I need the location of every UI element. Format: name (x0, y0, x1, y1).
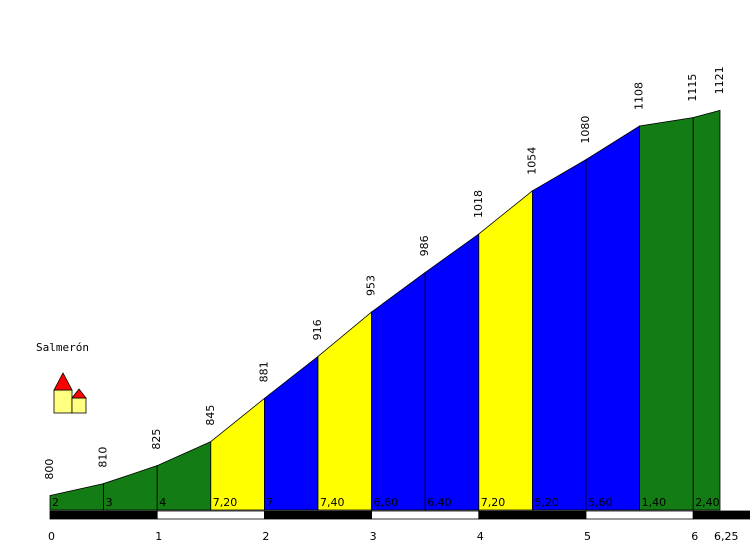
km-scale-bar (49, 510, 750, 520)
km-tick-label: 6 (691, 530, 698, 543)
gradient-label: 7 (266, 496, 273, 509)
km-bar-segment (49, 510, 158, 520)
altitude-label: 800 (43, 459, 56, 480)
km-tick-label: 4 (477, 530, 484, 543)
profile-segments (49, 109, 721, 511)
altitude-label: 1054 (525, 147, 538, 175)
km-tick-label: 3 (370, 530, 377, 543)
km-bar-segment (692, 510, 750, 520)
km-tick-labels: 0 1 2 3 4 5 6 6,25 (48, 530, 739, 543)
altitude-label: 916 (311, 319, 324, 340)
profile-segment (639, 117, 694, 511)
km-tick-label: 1 (155, 530, 162, 543)
gradient-label: 7,20 (213, 496, 238, 509)
altitude-label: 1080 (579, 116, 592, 144)
gradient-label: 7,20 (481, 496, 506, 509)
profile-segment (317, 311, 373, 511)
house-wall-small (71, 397, 87, 414)
house-roof-small (71, 388, 87, 399)
gradient-label: 3 (106, 496, 113, 509)
gradient-label: 1,40 (642, 496, 667, 509)
km-bar-segment (263, 510, 372, 520)
altitude-label: 810 (97, 447, 110, 468)
gradient-label: 5,60 (588, 496, 613, 509)
km-tick-label: 0 (48, 530, 55, 543)
km-bar-segment (585, 510, 694, 520)
profile-segment (263, 355, 319, 511)
altitude-label: 881 (257, 361, 270, 382)
altitude-label: 1121 (713, 66, 726, 94)
house-wall (53, 389, 73, 414)
profile-segment (371, 271, 426, 511)
gradient-label: 6,40 (427, 496, 452, 509)
gradient-label: 4 (159, 496, 166, 509)
profile-segment (424, 233, 480, 511)
altitude-label: 1018 (472, 190, 485, 218)
gradient-label: 7,40 (320, 496, 345, 509)
town-label: Salmerón (36, 341, 89, 354)
altitude-label: 1115 (686, 74, 699, 102)
gradient-label: 2 (52, 496, 59, 509)
altitude-label: 986 (418, 235, 431, 256)
gradient-label: 2,40 (695, 496, 720, 509)
profile-segment (692, 109, 721, 511)
town-marker: Salmerón (36, 341, 89, 414)
km-bar-segment (156, 510, 265, 520)
profile-segment (210, 397, 265, 511)
profile-segment (478, 189, 533, 511)
profile-segment (585, 125, 640, 511)
altitude-label: 845 (204, 405, 217, 426)
km-tick-label: 5 (584, 530, 591, 543)
profile-segment (532, 158, 587, 511)
km-tick-label: 2 (262, 530, 269, 543)
house-icon (53, 372, 87, 414)
altitude-labels: 800 810 825 845 881 916 953 986 1018 1054 1080 1108… (43, 66, 726, 479)
gradient-labels: 2 3 4 7,20 7 7,40 6,60 6,40 7,20 5,20 5,60 1,40 2,40 (52, 496, 720, 509)
altitude-label: 825 (150, 429, 163, 450)
gradient-label: 6,60 (374, 496, 399, 509)
gradient-label: 5,20 (534, 496, 559, 509)
house-roof (53, 372, 73, 391)
km-bar-segment (478, 510, 587, 520)
altitude-label: 953 (365, 275, 378, 296)
km-tick-label: 6,25 (714, 530, 739, 543)
altitude-label: 1108 (633, 82, 646, 110)
km-bar-segment (371, 510, 480, 520)
